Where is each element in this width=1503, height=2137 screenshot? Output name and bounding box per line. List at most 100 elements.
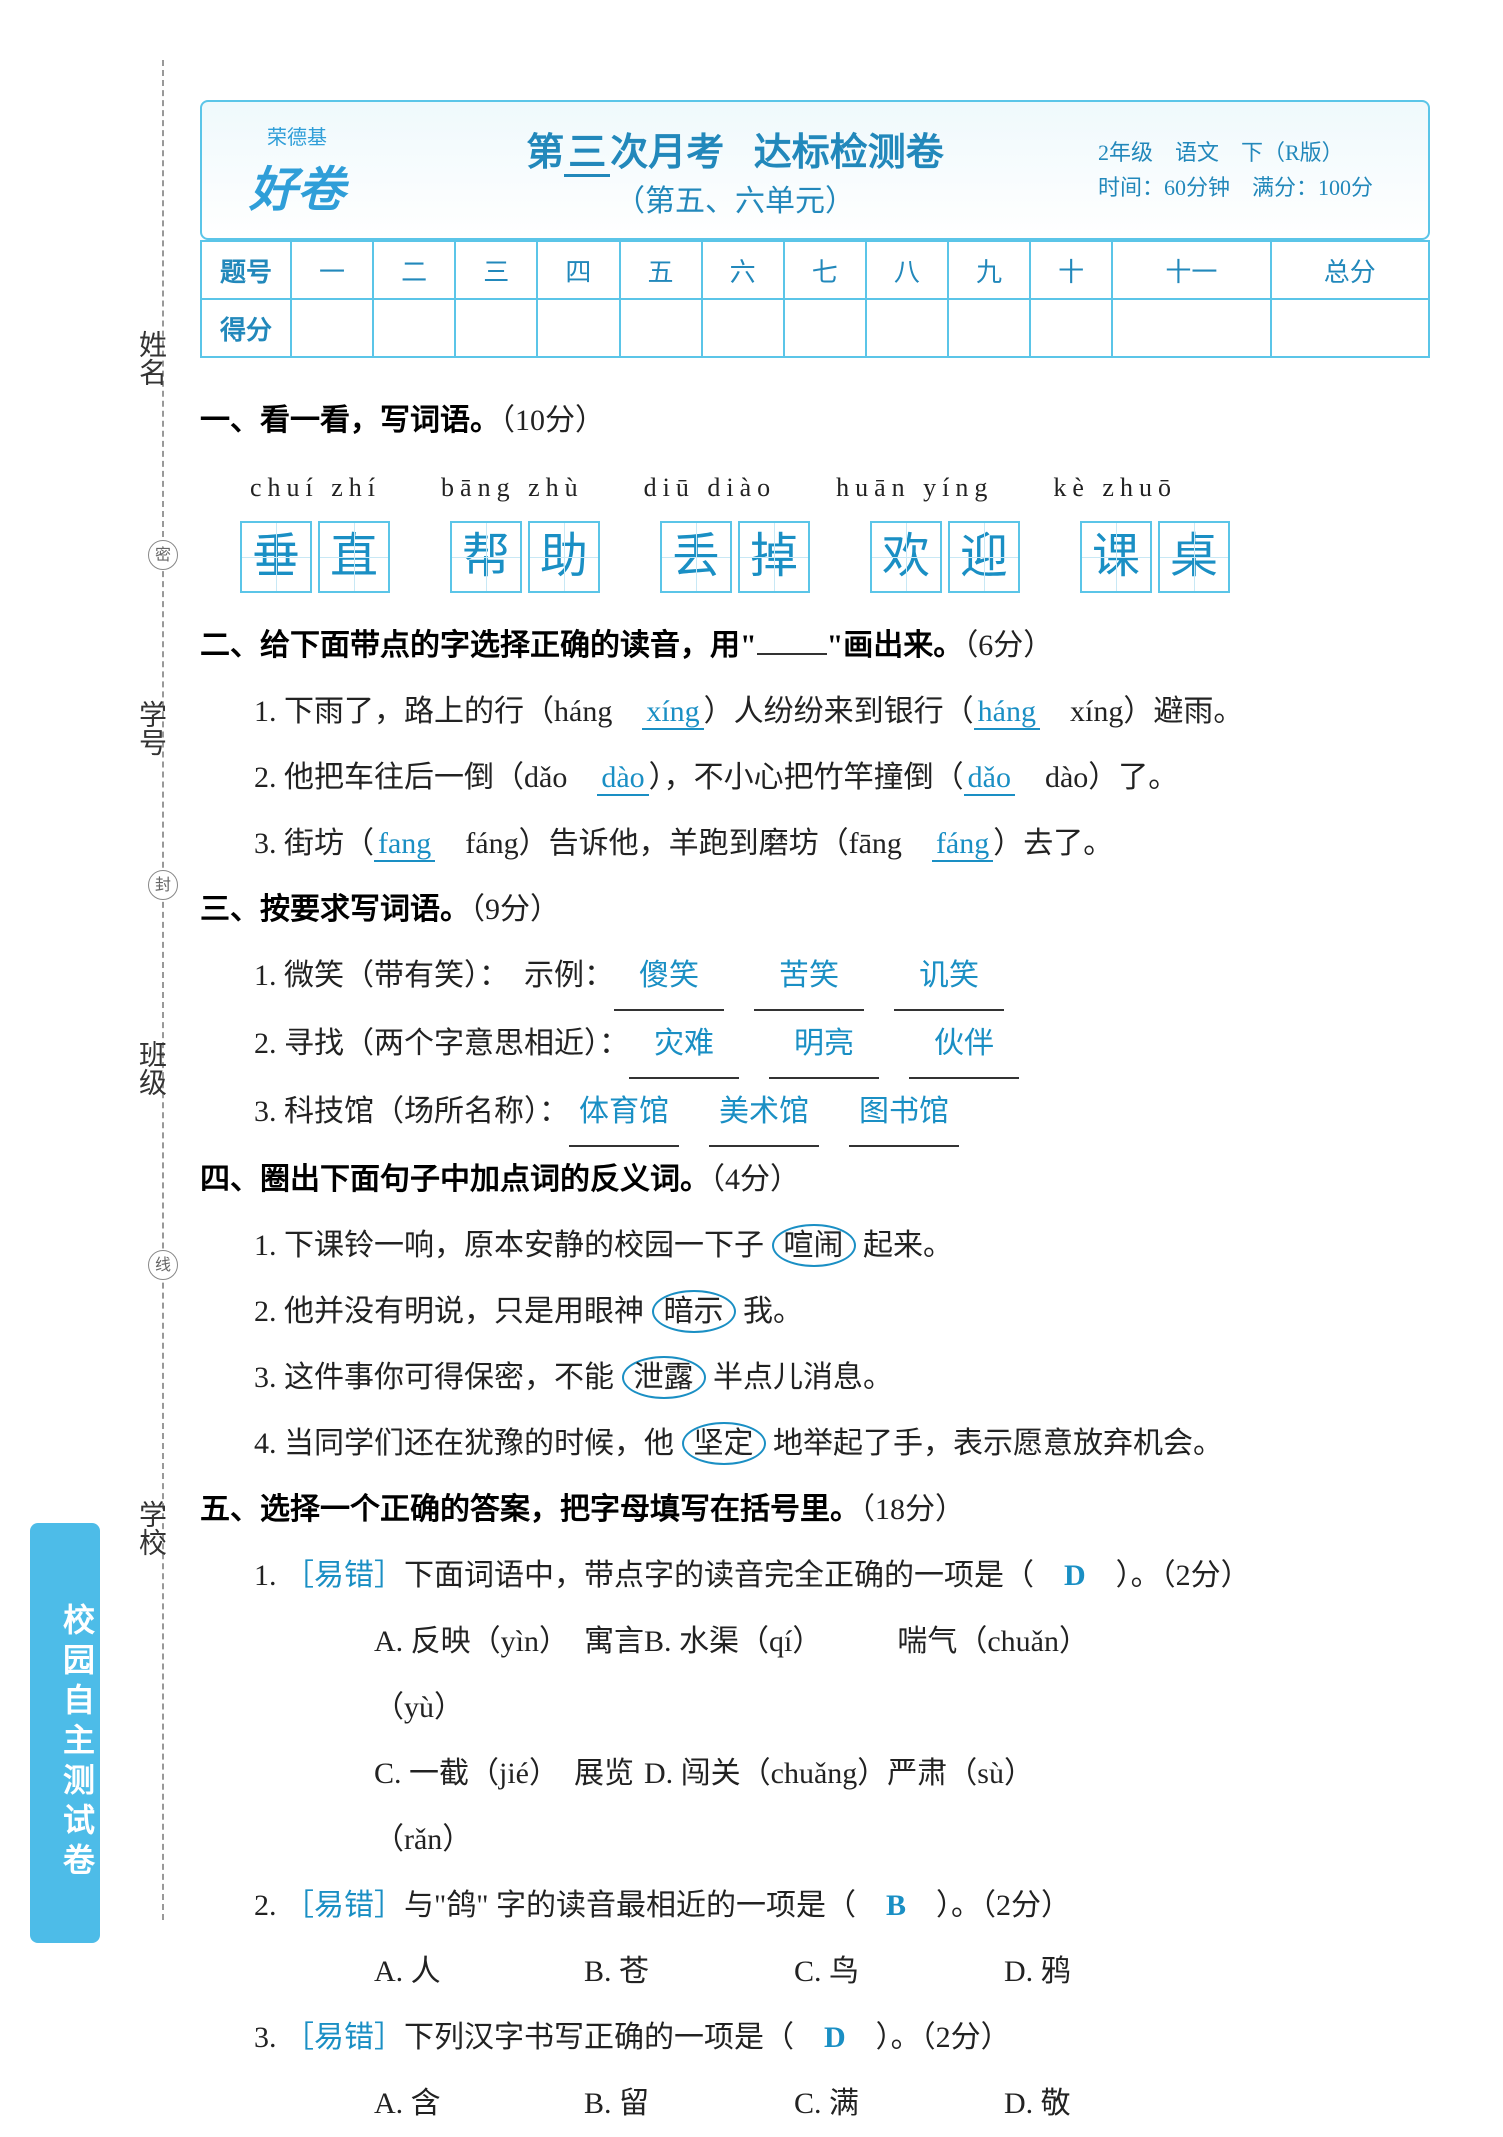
option: A. 人 [374, 1939, 584, 2005]
answer: B [886, 1889, 906, 1922]
char-cell: 丢 [660, 521, 732, 593]
circled-answer: 喧闹 [772, 1224, 856, 1267]
questions: 一、看一看，写词语。（10分） chuí zhí bāng zhù diū di… [200, 388, 1460, 2137]
score-cell[interactable] [620, 299, 702, 357]
score-cell[interactable] [1112, 299, 1270, 357]
pinyin: bāng zhù [441, 459, 584, 516]
answer: 灾难 [629, 1011, 739, 1079]
score-cell[interactable] [373, 299, 455, 357]
blank-line [757, 653, 827, 655]
cell: 六 [702, 241, 784, 299]
q5-1-opts-ab: A. 反映（yìn） 寓言（yù）B. 水渠（qí） 喘气（chuǎn） [374, 1609, 1460, 1741]
score-cell[interactable] [1271, 299, 1429, 357]
char-cell: 欢 [870, 521, 942, 593]
score-table: 题号 一 二 三 四 五 六 七 八 九 十 十一 总分 得分 [200, 240, 1430, 358]
q5-title: 五、选择一个正确的答案，把字母填写在括号里。 [200, 1493, 860, 1526]
tag-easy-wrong: ［易错］ [284, 2021, 404, 2054]
cell: 一 [291, 241, 373, 299]
answer: háng [974, 695, 1040, 730]
cell: 三 [455, 241, 537, 299]
meta-grade: 2年级 语文 下（R版） [1098, 135, 1408, 170]
option: A. 反映（yìn） 寓言（yù） [374, 1609, 644, 1741]
q2-line1: 1. 下雨了，路上的行（háng xíng）人纷纷来到银行（háng xíng）… [254, 679, 1460, 745]
paper-subtitle: （第五、六单元） [372, 176, 1098, 220]
side-label-school: 学校 [130, 1500, 170, 1556]
cell: 十 [1030, 241, 1112, 299]
cell: 四 [537, 241, 619, 299]
option: D. 闯关（chuǎng）严肃（sù） [644, 1741, 1034, 1873]
q5: 五、选择一个正确的答案，把字母填写在括号里。（18分） 1. ［易错］下面词语中… [200, 1477, 1460, 2137]
q3-line2: 2. 寻找（两个字意思相近）：灾难 明亮 伙伴 [254, 1011, 1460, 1079]
tag-easy-wrong: ［易错］ [284, 1559, 404, 1592]
meta-time: 时间：60分钟 满分：100分 [1098, 170, 1408, 205]
q1: 一、看一看，写词语。（10分） chuí zhí bāng zhù diū di… [200, 388, 1460, 593]
answer: fang [374, 827, 435, 862]
answer: D [824, 2021, 846, 2054]
option: B. 水渠（qí） 喘气（chuǎn） [644, 1609, 1089, 1741]
q2-points: （6分） [963, 629, 1053, 662]
option: D. 鸦 [1004, 1939, 1214, 2005]
char-cell: 迎 [948, 521, 1020, 593]
paper-title: 第三次月考 达标检测卷 [372, 121, 1098, 176]
score-cell[interactable] [1030, 299, 1112, 357]
q3-title: 三、按要求写词语。 [200, 893, 470, 926]
score-header-row: 题号 一 二 三 四 五 六 七 八 九 十 十一 总分 [201, 241, 1429, 299]
char-cell: 垂 [240, 521, 312, 593]
q5-1-opts-cd: C. 一截（jié） 展览（rǎn）D. 闯关（chuǎng）严肃（sù） [374, 1741, 1460, 1873]
q5-2-opts: A. 人 B. 苍 C. 鸟 D. 鸦 [374, 1939, 1460, 2005]
answer: dào [597, 761, 648, 796]
brand: 荣德基 好卷 [222, 121, 372, 220]
circled-answer: 暗示 [652, 1290, 736, 1333]
score-cell[interactable] [702, 299, 784, 357]
q3-line3: 3. 科技馆（场所名称）：体育馆 美术馆 图书馆 [254, 1079, 1460, 1147]
q5-2: 2. ［易错］与"鸽" 字的读音最相近的一项是（ B ）。（2分） A. 人 B… [254, 1873, 1460, 2005]
cell: 题号 [201, 241, 291, 299]
answer: 美术馆 [709, 1079, 819, 1147]
q2-line2: 2. 他把车往后一倒（dǎo dào），不小心把竹竿撞倒（dǎo dào）了。 [254, 745, 1460, 811]
brand-name: 荣德基 [222, 121, 372, 150]
q2-title-end: "画出来。 [827, 629, 964, 662]
answer: 傻笑 [614, 943, 724, 1011]
answer: 讥笑 [894, 943, 1004, 1011]
score-cell[interactable] [537, 299, 619, 357]
answer: 伙伴 [909, 1011, 1019, 1079]
option: C. 鸟 [794, 1939, 1004, 2005]
q1-points: （10分） [500, 404, 605, 437]
q2: 二、给下面带点的字选择正确的读音，用" "画出来。（6分） 1. 下雨了，路上的行… [200, 613, 1460, 877]
score-cell[interactable] [455, 299, 537, 357]
q5-points: （18分） [860, 1493, 965, 1526]
answer: 图书馆 [849, 1079, 959, 1147]
q5-3: 3. ［易错］下列汉字书写正确的一项是（ D ）。（2分） A. 含 B. 留 … [254, 2005, 1460, 2137]
q4-points: （4分） [710, 1163, 800, 1196]
header: 荣德基 好卷 第三次月考 达标检测卷 （第五、六单元） 2年级 语文 下（R版）… [200, 100, 1430, 240]
brand-logo: 好卷 [222, 150, 372, 220]
cell: 二 [373, 241, 455, 299]
answer: D [1064, 1559, 1086, 1592]
score-cell[interactable] [948, 299, 1030, 357]
option: B. 留 [584, 2071, 794, 2137]
answer: 苦笑 [754, 943, 864, 1011]
q4-title: 四、圈出下面句子中加点词的反义词。 [200, 1163, 710, 1196]
q1-title: 一、看一看，写词语。 [200, 404, 500, 437]
char-cell: 桌 [1158, 521, 1230, 593]
sidebar: 姓名 学号 班级 学校 密 封 线 校园自主测试卷 [0, 0, 180, 1983]
cell: 八 [866, 241, 948, 299]
q2-title: 二、给下面带点的字选择正确的读音，用" [200, 629, 757, 662]
seal-xian: 线 [148, 1250, 178, 1280]
score-cell[interactable] [866, 299, 948, 357]
char-cell: 课 [1080, 521, 1152, 593]
option: C. 一截（jié） 展览（rǎn） [374, 1741, 644, 1873]
tag-easy-wrong: ［易错］ [284, 1889, 404, 1922]
seal-mi: 密 [148, 540, 178, 570]
score-value-row: 得分 [201, 299, 1429, 357]
side-label-class: 班级 [130, 1040, 170, 1096]
meta: 2年级 语文 下（R版） 时间：60分钟 满分：100分 [1098, 135, 1408, 205]
title-block: 第三次月考 达标检测卷 （第五、六单元） [372, 121, 1098, 220]
answer: 体育馆 [569, 1079, 679, 1147]
q4-line1: 1. 下课铃一响，原本安静的校园一下子 喧闹 起来。 [254, 1213, 1460, 1279]
q2-line3: 3. 街坊（fang fáng）告诉他，羊跑到磨坊（fāng fáng）去了。 [254, 811, 1460, 877]
score-cell[interactable] [291, 299, 373, 357]
answer: 明亮 [769, 1011, 879, 1079]
q3: 三、按要求写词语。（9分） 1. 微笑（带有笑）： 示例：傻笑 苦笑 讥笑 2.… [200, 877, 1460, 1147]
score-cell[interactable] [784, 299, 866, 357]
